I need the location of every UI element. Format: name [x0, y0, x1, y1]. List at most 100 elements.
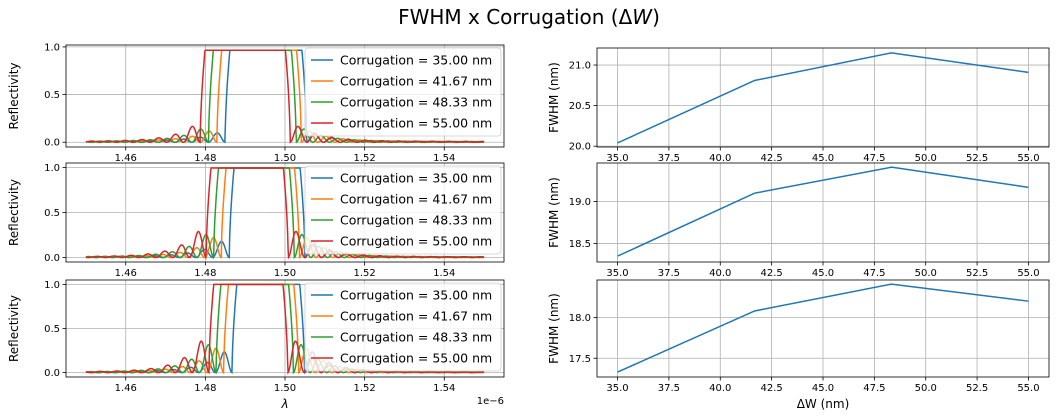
- legend-entry: Corrugation = 48.33 nm: [340, 213, 492, 228]
- x-tick-label: 1.50: [274, 153, 296, 164]
- x-tick-label: 47.5: [863, 383, 885, 394]
- x-tick-label: 1.46: [115, 383, 137, 394]
- legend: Corrugation = 35.00 nm Corrugation = 41.6…: [304, 165, 502, 255]
- y-tick-label: 0.0: [44, 368, 60, 379]
- series-group: [85, 283, 485, 375]
- panel-reflectivity-1: 1.46 1.48 1.50 1.52 1.54 0.0 0.5 1.0 Reflectivit…: [7, 42, 505, 164]
- legend: Corrugation = 35.00 nm Corrugation = 41.6…: [304, 47, 502, 137]
- series-line-4: [85, 49, 485, 144]
- y-tick-label: 0.5: [44, 324, 60, 335]
- legend-entry: Corrugation = 41.67 nm: [340, 192, 492, 207]
- legend-box: [304, 47, 502, 137]
- panel-reflectivity-3: 1.46 1.48 1.50 1.52 1.54 0.0 0.5 1.0 Reflectivit…: [7, 279, 505, 411]
- x-tick-label: 1.46: [115, 153, 137, 164]
- figure-title: FWHM x Corrugation (ΔW): [398, 5, 660, 29]
- y-tick-label: 20.5: [569, 101, 591, 112]
- x-tick-label: 50.0: [915, 268, 937, 279]
- x-tick-label: 35.0: [606, 383, 628, 394]
- x-tick-label: 1.48: [194, 383, 216, 394]
- x-tick-label: 45.0: [812, 383, 834, 394]
- x-tick-label: 1.54: [433, 268, 455, 279]
- x-tick-label: 47.5: [863, 153, 885, 164]
- series-group: [617, 166, 1029, 257]
- x-tick-label: 1.52: [354, 383, 376, 394]
- y-axis-label: FWHM (nm): [547, 177, 561, 248]
- legend-entry: Corrugation = 48.33 nm: [340, 330, 492, 345]
- y-tick-label: 1.0: [44, 42, 60, 53]
- x-tick-label: 47.5: [863, 268, 885, 279]
- fwhm-line: [617, 283, 1029, 373]
- series-line-4: [85, 167, 485, 260]
- series-group: [617, 52, 1029, 144]
- fwhm-line: [617, 166, 1029, 257]
- x-tick-label: 1.50: [274, 268, 296, 279]
- x-tick-label: 45.0: [812, 268, 834, 279]
- y-axis-label: Reflectivity: [7, 179, 21, 246]
- y-tick-label: 21.0: [569, 61, 591, 72]
- y-tick-label: 0.0: [44, 138, 60, 149]
- x-tick-label: 40.0: [709, 153, 731, 164]
- x-tick-label: 52.5: [966, 153, 988, 164]
- x-tick-label: 1.50: [274, 383, 296, 394]
- legend-entry: Corrugation = 48.33 nm: [340, 95, 492, 110]
- y-axis-label: FWHM (nm): [547, 293, 561, 364]
- panel-fwhm-2: 35.0 37.5 40.0 42.5 45.0 47.5 50.0 52.5 55.0 18.5…: [547, 162, 1050, 279]
- panel-reflectivity-2: 1.46 1.48 1.50 1.52 1.54 0.0 0.5 1.0 Reflectivit…: [7, 162, 505, 279]
- x-tick-label: 35.0: [606, 153, 628, 164]
- x-tick-label: 42.5: [761, 383, 783, 394]
- y-tick-label: 18.5: [569, 239, 591, 250]
- y-axis-label: Reflectivity: [7, 62, 21, 129]
- x-tick-label: 50.0: [915, 153, 937, 164]
- panel-fwhm-3: 35.0 37.5 40.0 42.5 45.0 47.5 50.0 52.5 55.0 17.5…: [547, 279, 1050, 411]
- x-tick-label: 42.5: [761, 153, 783, 164]
- legend-entry: Corrugation = 55.00 nm: [340, 116, 492, 131]
- y-tick-label: 0.0: [44, 253, 60, 264]
- x-tick-label: 42.5: [761, 268, 783, 279]
- legend: Corrugation = 35.00 nm Corrugation = 41.6…: [304, 282, 502, 372]
- x-tick-label: 55.0: [1017, 153, 1039, 164]
- y-tick-label: 1.0: [44, 280, 60, 291]
- y-tick-label: 20.0: [569, 142, 591, 153]
- x-tick-label: 1.46: [115, 268, 137, 279]
- x-tick-label: 40.0: [709, 268, 731, 279]
- y-tick-label: 0.5: [44, 208, 60, 219]
- x-tick-label: 52.5: [966, 268, 988, 279]
- x-tick-label: 55.0: [1017, 383, 1039, 394]
- y-tick-label: 1.0: [44, 163, 60, 174]
- legend-box: [304, 282, 502, 372]
- x-tick-label: 1.52: [354, 153, 376, 164]
- series-group: [85, 167, 485, 260]
- x-tick-label: 52.5: [966, 383, 988, 394]
- fwhm-line: [617, 52, 1029, 144]
- y-tick-label: 19.0: [569, 197, 591, 208]
- panel-fwhm-1: 35.0 37.5 40.0 42.5 45.0 47.5 50.0 52.5 55.0 20.0…: [547, 47, 1050, 164]
- x-tick-label: 1.54: [433, 153, 455, 164]
- x-tick-label: 55.0: [1017, 268, 1039, 279]
- legend-entry: Corrugation = 35.00 nm: [340, 171, 492, 186]
- legend-entry: Corrugation = 35.00 nm: [340, 53, 492, 68]
- x-tick-label: 45.0: [812, 153, 834, 164]
- x-tick-label: 1.48: [194, 268, 216, 279]
- legend-entry: Corrugation = 41.67 nm: [340, 74, 492, 89]
- x-axis-label: λ: [280, 397, 288, 411]
- x-tick-label: 1.54: [433, 383, 455, 394]
- x-tick-label: 40.0: [709, 383, 731, 394]
- x-tick-label: 37.5: [658, 383, 680, 394]
- x-tick-label: 37.5: [658, 153, 680, 164]
- x-tick-label: 35.0: [606, 268, 628, 279]
- legend-entry: Corrugation = 35.00 nm: [340, 288, 492, 303]
- y-axis-label: Reflectivity: [7, 295, 21, 362]
- x-tick-label: 50.0: [915, 383, 937, 394]
- legend-entry: Corrugation = 41.67 nm: [340, 309, 492, 324]
- series-line-4: [85, 283, 485, 375]
- x-tick-label: 1.52: [354, 268, 376, 279]
- legend-box: [304, 165, 502, 255]
- x-tick-label: 37.5: [658, 268, 680, 279]
- x-tick-label: 1.48: [194, 153, 216, 164]
- y-tick-label: 0.5: [44, 90, 60, 101]
- y-tick-label: 18.0: [569, 313, 591, 324]
- legend-entry: Corrugation = 55.00 nm: [340, 351, 492, 366]
- x-offset-label: 1e−6: [477, 396, 504, 407]
- y-axis-label: FWHM (nm): [547, 62, 561, 133]
